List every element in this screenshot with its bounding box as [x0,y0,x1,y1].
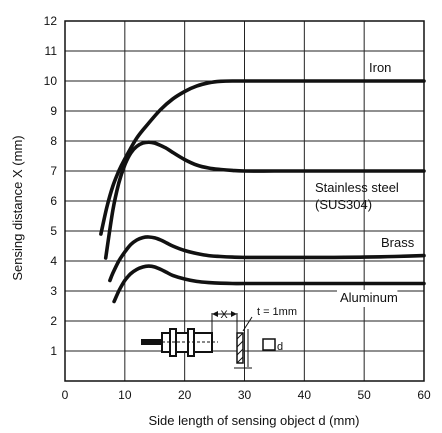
inset-t-label: t = 1mm [257,306,297,318]
y-tick-label: 11 [45,44,58,58]
object-square [263,339,275,350]
x-tick-label: 0 [62,388,69,402]
series-label-aluminum: Aluminum [340,290,398,305]
series-label-iron: Iron [369,60,391,75]
y-tick-label: 12 [44,14,58,28]
y-tick-label: 9 [50,104,57,118]
x-tick-label: 10 [118,388,132,402]
y-tick-label: 4 [50,254,57,268]
x-tick-label: 50 [357,388,371,402]
y-tick-label: 3 [50,284,57,298]
y-tick-label: 1 [50,344,57,358]
y-tick-label: 10 [44,74,58,88]
x-tick-label: 60 [417,388,431,402]
inset-x-label: X [220,309,228,321]
y-tick-label: 5 [50,224,57,238]
x-tick-label: 30 [238,388,252,402]
y-tick-label: 7 [50,164,57,178]
x-tick-label: 20 [178,388,192,402]
x-axis-label: Side length of sensing object d (mm) [149,413,360,428]
series-label-brass: Brass [381,235,415,250]
y-tick-label: 8 [50,134,57,148]
inset-d-label: d [277,341,283,353]
x-tick-label: 40 [298,388,312,402]
y-tick-label: 2 [50,314,57,328]
y-axis-label: Sensing distance X (mm) [10,135,25,280]
y-tick-label: 6 [50,194,57,208]
